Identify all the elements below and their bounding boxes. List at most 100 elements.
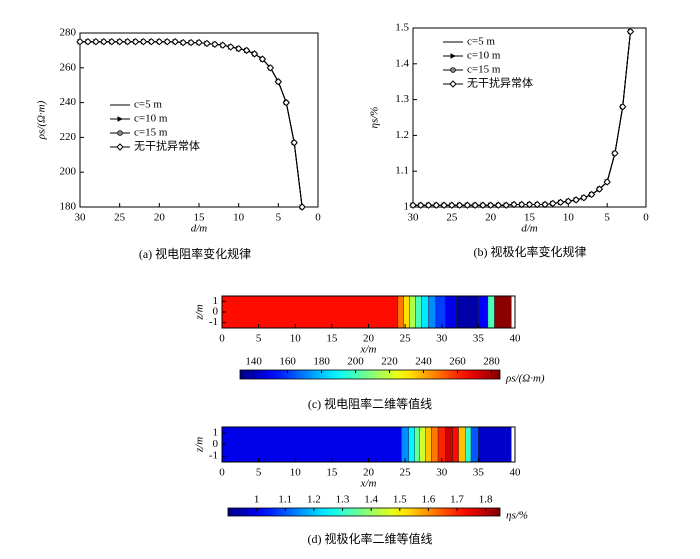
- marker: [139, 37, 148, 46]
- marker: [572, 196, 580, 204]
- colorbar-tick-label: 260: [449, 356, 466, 368]
- legend-label: c=15 m: [134, 127, 168, 139]
- legend-marker: [450, 67, 456, 73]
- marker: [179, 38, 187, 47]
- colorbar-tick-label: 1.5: [393, 494, 407, 506]
- marker: [564, 197, 573, 205]
- marker: [274, 78, 283, 86]
- marker: [580, 193, 588, 202]
- marker: [250, 50, 259, 58]
- marker: [234, 44, 243, 53]
- x-tick-label: 30: [436, 467, 448, 479]
- marker: [187, 38, 195, 47]
- legend-marker: [117, 116, 123, 122]
- marker: [266, 64, 275, 72]
- x-tick-label: 20: [363, 467, 375, 479]
- marker: [92, 37, 100, 46]
- contour-band: [221, 426, 402, 463]
- x-tick-label: 35: [473, 333, 485, 345]
- x-tick-label: 15: [194, 212, 206, 224]
- x-tick-label: 25: [446, 212, 458, 224]
- x-tick-label: 15: [326, 333, 338, 345]
- y-axis-label: z/m: [194, 437, 206, 453]
- x-tick-label: 25: [400, 467, 412, 479]
- marker: [502, 201, 510, 209]
- legend-label: c=5 m: [467, 36, 495, 48]
- marker: [618, 103, 627, 111]
- contour-band: [452, 426, 459, 463]
- marker: [510, 200, 518, 209]
- legend-label: 无干扰异常体: [467, 76, 533, 90]
- x-tick-label: 20: [154, 212, 166, 224]
- contour-band: [478, 295, 489, 329]
- x-tick-label: 10: [290, 467, 302, 479]
- x-axis-label: d/m: [521, 223, 538, 235]
- y-tick-label: 260: [60, 61, 77, 73]
- colorbar-label: ηs/%: [506, 510, 528, 522]
- y-tick-label: 200: [60, 166, 77, 178]
- series-line: [413, 31, 631, 206]
- contour-band: [428, 295, 437, 329]
- y-axis-label: ηs/%: [369, 107, 381, 129]
- x-tick-label: 0: [315, 212, 321, 224]
- axes-frame: [79, 32, 319, 208]
- marker: [108, 37, 116, 46]
- marker: [595, 185, 604, 193]
- contour-band: [458, 426, 466, 463]
- contour-band: [425, 426, 432, 463]
- caption: (b) 视极化率变化规律: [474, 244, 587, 259]
- x-tick-label: 5: [256, 467, 262, 479]
- y-tick-label: 1: [404, 201, 410, 213]
- colorbar-tick-label: 180: [313, 356, 330, 368]
- x-tick-label: 30: [75, 212, 87, 224]
- marker: [203, 39, 211, 48]
- marker: [603, 178, 611, 186]
- marker: [626, 27, 635, 36]
- marker: [163, 37, 171, 46]
- colorbar-tick-label: 1.2: [307, 494, 321, 506]
- x-tick-label: 30: [436, 333, 448, 345]
- y-tick-label: -1: [209, 316, 218, 328]
- contour-band: [464, 426, 472, 463]
- contour-band: [401, 426, 409, 463]
- series-line: [413, 31, 631, 206]
- colorbar-tick-label: 240: [415, 356, 432, 368]
- marker: [494, 201, 503, 209]
- contour-band: [478, 426, 512, 463]
- y-tick-label: 1: [213, 295, 219, 307]
- contour-band: [456, 295, 479, 329]
- legend-label: c=10 m: [467, 50, 501, 62]
- marker: [471, 201, 479, 209]
- marker: [479, 201, 487, 209]
- marker: [123, 37, 132, 46]
- x-axis-label: d/m: [191, 223, 208, 235]
- y-tick-label: 1.1: [395, 165, 409, 177]
- marker: [409, 201, 417, 209]
- colorbar: [227, 507, 501, 517]
- contour-band: [403, 295, 410, 329]
- y-tick-label: 0: [213, 438, 219, 450]
- series-line: [413, 31, 631, 206]
- marker: [84, 37, 92, 46]
- legend-marker: [450, 53, 456, 59]
- colorbar-tick-label: 200: [347, 356, 364, 368]
- legend-label: 无干扰异常体: [134, 139, 200, 153]
- y-tick-label: 1.2: [395, 129, 409, 141]
- marker: [587, 190, 596, 199]
- marker: [549, 199, 557, 208]
- x-tick-label: 0: [643, 212, 649, 224]
- legend-label: c=10 m: [134, 113, 168, 125]
- x-tick-label: 15: [524, 212, 536, 224]
- y-tick-label: 1.4: [395, 57, 409, 69]
- marker: [611, 149, 619, 158]
- caption: (d) 视极化率二维等值线: [308, 531, 433, 546]
- marker: [131, 37, 140, 46]
- y-tick-label: 220: [60, 131, 77, 143]
- colorbar-tick-label: 280: [483, 356, 500, 368]
- contour-band: [431, 426, 439, 463]
- x-tick-label: 40: [510, 333, 522, 345]
- marker: [227, 43, 235, 51]
- colorbar-tick-label: 1.7: [450, 494, 464, 506]
- marker: [76, 37, 84, 46]
